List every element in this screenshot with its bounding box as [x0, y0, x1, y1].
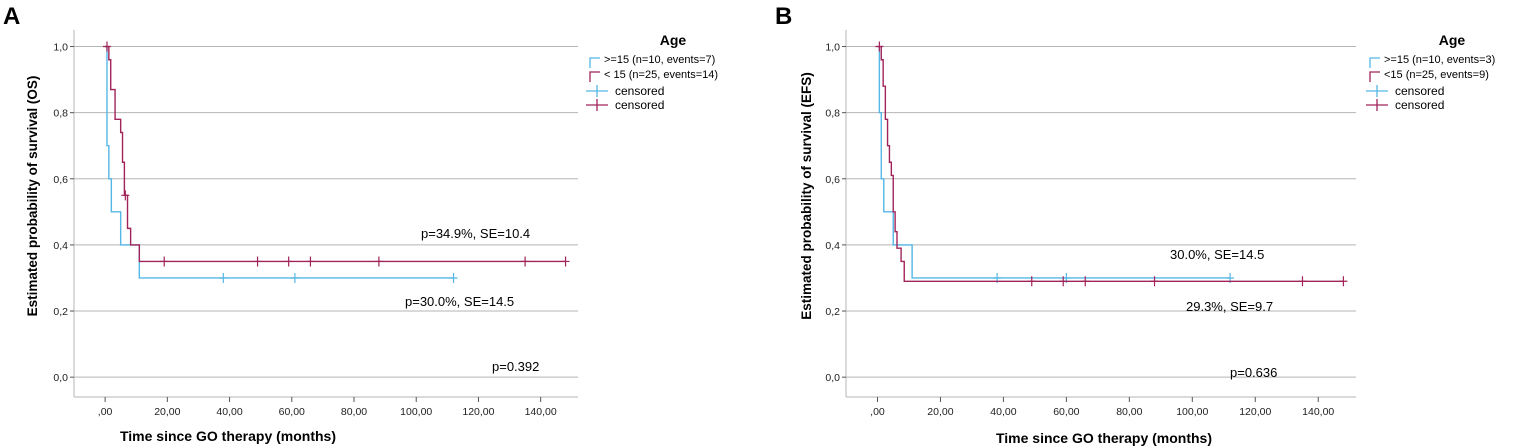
annotation-group1-estimate: 30.0%, SE=14.5	[1170, 247, 1264, 262]
legend-swatch-censored-cyan	[586, 85, 608, 97]
x-axis-label: Time since GO therapy (months)	[120, 428, 336, 444]
axes	[70, 30, 578, 402]
y-axis-label: Estimated probability of survival (EFS)	[799, 72, 814, 320]
km-curve-series-2	[877, 45, 1344, 282]
grid-lines	[74, 46, 578, 378]
x-tick-label: 140,00	[1302, 406, 1334, 418]
y-tick-label: 1,0	[53, 42, 68, 54]
censor-mark	[374, 256, 383, 267]
y-axis-label: Estimated probability of survival (OS)	[25, 76, 40, 317]
x-tick-label: 140,00	[525, 406, 557, 418]
censor-mark	[875, 41, 884, 52]
legend: Age >=15 (n=10, events=3) <15 (n=25, eve…	[1366, 32, 1495, 112]
x-tick-label: 40,00	[216, 406, 242, 418]
legend-title: Age	[660, 32, 687, 48]
y-tick-label: 0,2	[53, 306, 68, 318]
x-tick-label: 20,00	[927, 406, 953, 418]
legend-entry-2: < 15 (n=25, events=14)	[604, 69, 718, 81]
legend-swatch-censored-magenta	[586, 99, 608, 111]
legend-swatch-step-cyan	[589, 57, 600, 68]
censor-mark	[1339, 276, 1348, 287]
y-tick-label: 0,8	[825, 108, 840, 120]
km-curve-series-2	[105, 45, 566, 263]
annotation-p-value: p=0.636	[1230, 365, 1277, 380]
legend-swatch-step-magenta	[1369, 71, 1380, 82]
legend-entry-1: >=15 (n=10, events=3)	[1384, 54, 1495, 66]
y-tick-labels: 0,0 0,2 0,4 0,6 0,8 1,0	[825, 42, 840, 385]
axes	[842, 30, 1356, 402]
x-tick-label: 80,00	[341, 406, 367, 418]
annotation-group2-estimate: p=30.0%, SE=14.5	[405, 294, 514, 309]
censor-mark	[1059, 276, 1068, 287]
y-tick-label: 0,6	[825, 174, 840, 186]
km-curve-series-1	[877, 45, 1231, 279]
grid-lines	[846, 46, 1356, 378]
x-tick-label: 20,00	[154, 406, 180, 418]
x-tick-label: 120,00	[462, 406, 494, 418]
legend-swatch-step-cyan	[1369, 57, 1380, 68]
x-tick-label: 100,00	[400, 406, 432, 418]
y-tick-label: 0,2	[825, 306, 840, 318]
censor-mark	[561, 256, 570, 267]
legend-entry-1: >=15 (n=10, events=7)	[604, 54, 715, 66]
legend-entry-3: censored	[615, 84, 664, 98]
x-tick-labels: ,00 20,00 40,00 60,00 80,00 100,00 120,00 140,0…	[98, 406, 557, 418]
panel-b: B 0,0 0,2 0,4 0,6 0,8 1,0 ,00 20,00 40,00 60,00 8…	[775, 3, 1495, 446]
legend-entry-4: censored	[615, 98, 664, 112]
y-tick-labels: 0,0 0,2 0,4 0,6 0,8 1,0	[53, 42, 68, 385]
legend-entry-4: censored	[1395, 98, 1444, 112]
censor-mark	[160, 256, 169, 267]
x-tick-label: ,00	[870, 406, 885, 418]
y-tick-label: 0,0	[825, 372, 840, 384]
series-group	[102, 41, 570, 283]
legend: Age >=15 (n=10, events=7) < 15 (n=25, ev…	[586, 32, 718, 112]
panel-a: A 0,0 0,2 0,4 0,6 0,8 1,0 ,00 20,00 40,00 60,00 8…	[3, 3, 718, 444]
panel-label-a: A	[3, 3, 20, 30]
censor-mark	[449, 272, 458, 283]
y-tick-label: 1,0	[825, 42, 840, 54]
legend-swatch-censored-cyan	[1366, 85, 1388, 97]
censor-mark	[102, 41, 111, 52]
x-tick-label: 60,00	[1053, 406, 1079, 418]
legend-swatch-step-magenta	[589, 71, 600, 82]
panel-label-b: B	[775, 3, 792, 30]
x-tick-label: 40,00	[990, 406, 1016, 418]
censor-mark	[1298, 276, 1307, 287]
y-tick-label: 0,4	[53, 240, 68, 252]
annotation-group1-estimate: p=34.9%, SE=10.4	[421, 226, 530, 241]
censor-mark	[121, 190, 130, 201]
legend-entry-2: <15 (n=25, events=9)	[1384, 69, 1489, 81]
x-tick-label: 120,00	[1239, 406, 1271, 418]
censor-mark	[521, 256, 530, 267]
censor-mark	[253, 256, 262, 267]
censor-mark	[306, 256, 315, 267]
censor-mark	[1150, 276, 1159, 287]
km-curve-series-1	[105, 45, 454, 279]
x-tick-label: 60,00	[279, 406, 305, 418]
annotation-group2-estimate: 29.3%, SE=9.7	[1186, 299, 1273, 314]
series-group	[875, 41, 1348, 287]
y-tick-label: 0,6	[53, 174, 68, 186]
x-axis-label: Time since GO therapy (months)	[996, 430, 1212, 446]
legend-entry-3: censored	[1395, 84, 1444, 98]
censor-mark	[219, 272, 228, 283]
x-tick-label: 100,00	[1176, 406, 1208, 418]
legend-title: Age	[1439, 32, 1466, 48]
legend-swatch-censored-magenta	[1366, 99, 1388, 111]
censor-mark	[284, 256, 293, 267]
y-tick-label: 0,4	[825, 240, 840, 252]
censor-mark	[1027, 276, 1036, 287]
censor-mark	[1081, 276, 1090, 287]
annotation-p-value: p=0.392	[492, 359, 539, 374]
x-tick-label: ,00	[98, 406, 113, 418]
y-tick-label: 0,8	[53, 108, 68, 120]
censor-mark	[290, 272, 299, 283]
y-tick-label: 0,0	[53, 372, 68, 384]
x-tick-label: 80,00	[1116, 406, 1142, 418]
x-tick-labels: ,00 20,00 40,00 60,00 80,00 100,00 120,00 140,0…	[870, 406, 1334, 418]
